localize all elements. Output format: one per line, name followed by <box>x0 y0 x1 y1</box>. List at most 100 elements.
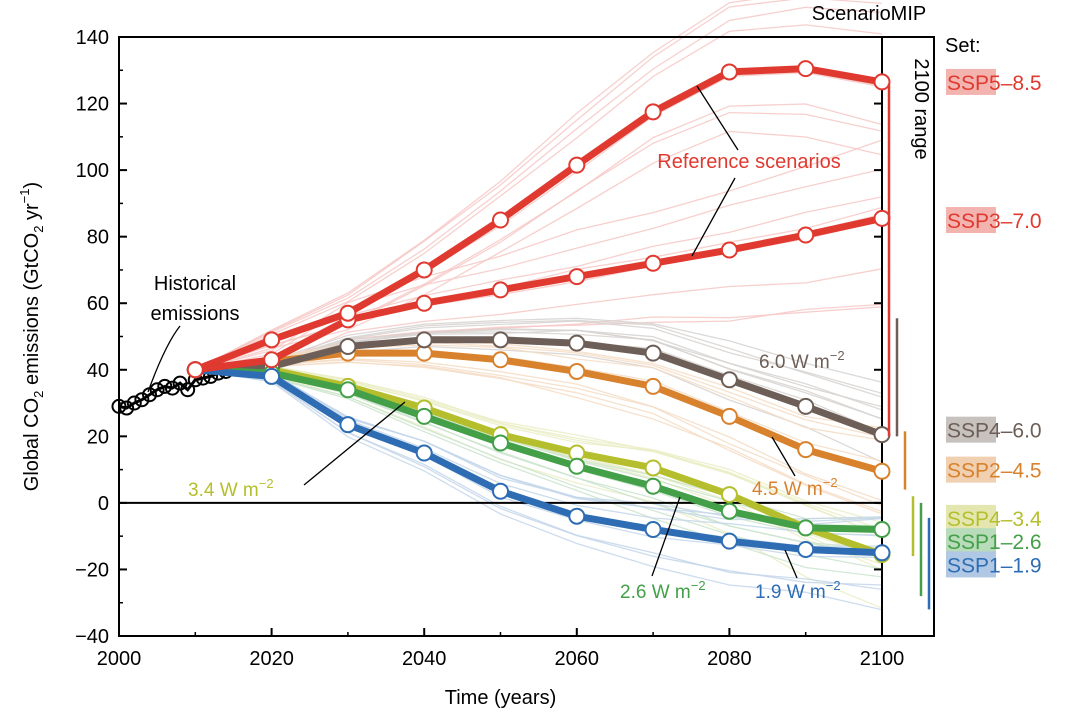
series-point-SSP5–8.5 <box>797 60 815 78</box>
reference-pointer-70 <box>691 177 736 257</box>
historical-label-line1: Historical <box>154 273 236 295</box>
series-point-SSP1–2.6 <box>797 519 815 537</box>
label-6.0-wm2-sup: −2 <box>830 348 845 363</box>
background-scenario-line <box>195 71 883 371</box>
series-point-SSP1–1.9 <box>644 521 662 539</box>
x-tick-label: 2060 <box>555 648 600 670</box>
pointer-4.5 <box>771 436 796 477</box>
legend-item: SSP1–2.6 <box>947 531 1042 554</box>
y-tick-label: 120 <box>76 94 109 116</box>
legend-ssp-box <box>946 456 996 483</box>
series-point-SSP5–8.5 <box>186 361 204 379</box>
background-scenario-line <box>195 111 883 371</box>
series-point-SSP3–7.0 <box>568 268 586 286</box>
series-point-SSP3–7.0 <box>415 294 433 312</box>
legend-ssp-box <box>946 528 996 555</box>
series-line-SSP5–8.5 <box>194 65 883 374</box>
y-axis-title-mid: emissions (GtCO <box>21 233 43 391</box>
series-point-SSP1–1.9 <box>568 507 586 525</box>
series-point-SSP3–7.0 <box>873 209 891 227</box>
series-line-SSP3–7.0 <box>194 214 883 374</box>
background-scenario-line <box>195 317 883 383</box>
historical-point <box>134 392 150 408</box>
background-scenario-line <box>195 0 883 371</box>
series-line-SSP1–2.6 <box>195 366 883 533</box>
range-label: 2100 range <box>910 58 932 159</box>
historical-label-line2: emissions <box>151 303 240 325</box>
label-2.6-wm2-sup: −2 <box>691 578 706 593</box>
series-point-SSP4–6.0 <box>492 331 509 349</box>
label-3.4-wm2-sup: −2 <box>259 476 274 491</box>
series-point-SSP2–4.5 <box>797 441 815 459</box>
legend-suffix: 2–4.5 <box>989 460 1042 483</box>
legend-prefix: SSP <box>947 508 989 531</box>
background-scenario-line <box>195 139 883 371</box>
background-scenario-line <box>195 24 883 371</box>
y-tick-label: −40 <box>75 626 109 648</box>
x-axis-title: Time (years) <box>445 687 556 709</box>
label-6.0-wm2: 6.0 W m−2 <box>759 348 845 373</box>
legend-ssp-box <box>946 504 996 531</box>
label-2.6-wm2: 2.6 W m−2 <box>620 578 706 603</box>
label-1.9-wm2-value: 1.9 W m <box>755 582 826 603</box>
series-point-SSP4–6.0 <box>339 337 357 355</box>
y-tick-label: 80 <box>87 227 109 249</box>
label-2.6-wm2-value: 2.6 W m <box>620 582 691 603</box>
label-3.4-wm2-value: 3.4 W m <box>188 480 259 501</box>
series-point-SSP5–8.5 <box>415 261 433 279</box>
series-point-SSP1–2.6 <box>720 502 738 520</box>
series-point-SSP1–2.6 <box>415 407 433 425</box>
scenariomip-title: ScenarioMIP <box>812 3 927 25</box>
series-point-SSP2–4.5 <box>568 362 586 380</box>
legend-item: SSP2–4.5 <box>947 460 1042 483</box>
historical-pointer <box>147 325 181 393</box>
y-axis-title-unit: yr <box>21 203 43 226</box>
x-tick-label: 2080 <box>707 648 752 670</box>
background-scenario-line <box>195 361 883 515</box>
series-point-SSP3–7.0 <box>797 226 815 244</box>
series-point-SSP2–4.5 <box>720 407 738 425</box>
series-point-SSP5–8.5 <box>492 211 509 229</box>
y-axis-title-sub2: 2 <box>31 226 46 233</box>
y-axis-title-sup: −1 <box>17 188 32 203</box>
series-point-SSP3–7.0 <box>263 351 281 369</box>
background-scenario-line <box>195 369 883 591</box>
x-tick-label: 2020 <box>249 648 294 670</box>
background-scenario-line <box>195 369 883 578</box>
label-1.9-wm2-sup: −2 <box>826 578 841 593</box>
background-scenario-line <box>195 268 883 371</box>
series-point-SSP3–7.0 <box>720 241 738 259</box>
legend-prefix: SSP <box>947 531 989 554</box>
series-point-SSP4–6.0 <box>568 334 586 352</box>
background-scenario-line <box>195 369 883 611</box>
series-point-SSP4–6.0 <box>644 344 662 362</box>
y-axis-title-post: ) <box>21 182 43 189</box>
historical-point <box>111 398 127 414</box>
legend-ssp-box <box>946 416 996 443</box>
series-point-SSP4–6.0 <box>720 371 738 389</box>
reference-scenarios-label: Reference scenarios <box>657 151 840 173</box>
pointer-2.6 <box>651 496 681 577</box>
y-axis-title: Global CO2 emissions (GtCO2 yr−1) <box>17 182 46 491</box>
legend-item: SSP4–3.4 <box>947 508 1042 531</box>
series-point-SSP1–2.6 <box>873 521 891 539</box>
reference-pointer-85 <box>696 85 739 151</box>
series-point-SSP5–8.5 <box>263 331 281 349</box>
legend-ssp-box <box>946 551 996 578</box>
legend-prefix: SSP <box>947 460 989 483</box>
legend-suffix: 1–1.9 <box>989 554 1042 577</box>
background-scenario-line <box>195 341 883 438</box>
historical-point <box>164 380 180 396</box>
legend-prefix: SSP <box>947 554 989 577</box>
series-point-SSP4–3.4 <box>644 459 662 477</box>
legend-suffix: 1–2.6 <box>989 531 1042 554</box>
legend-suffix: 3–7.0 <box>989 210 1042 233</box>
series-point-SSP3–7.0 <box>492 281 509 299</box>
series-point-SSP1–1.9 <box>797 540 815 558</box>
series-point-SSP5–8.5 <box>568 156 586 174</box>
y-tick-label: 40 <box>87 360 109 382</box>
series-point-SSP2–4.5 <box>492 351 509 369</box>
y-axis-title-sub: 2 <box>31 391 46 398</box>
series-point-SSP1–2.6 <box>492 434 509 452</box>
historical-point <box>157 378 173 394</box>
